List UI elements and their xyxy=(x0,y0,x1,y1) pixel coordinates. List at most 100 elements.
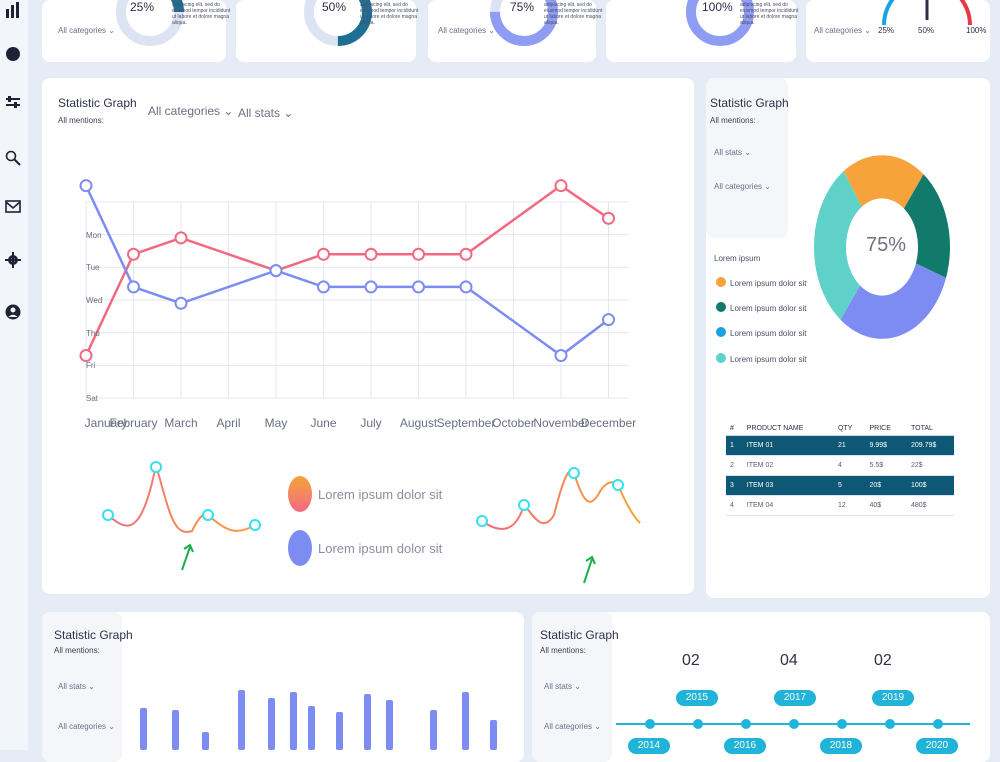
x-tick-label: April xyxy=(216,416,241,430)
y-tick-label: Mon xyxy=(86,230,102,240)
categories-dropdown[interactable]: All categories ⌄ xyxy=(58,722,115,731)
table-row[interactable]: 2 ITEM 02 4 5.5$ 22$ xyxy=(726,455,954,476)
timeline-year-chip[interactable]: 2015 xyxy=(676,690,718,706)
bar-chart xyxy=(140,690,497,750)
timeline-dots xyxy=(645,719,943,729)
table-cell: ITEM 02 xyxy=(742,455,834,476)
legend-dot xyxy=(716,277,726,287)
table-header: PRICE xyxy=(865,422,907,436)
table-row[interactable]: 3 ITEM 03 5 20$ 100$ xyxy=(726,475,954,496)
series-point xyxy=(602,313,615,327)
series-point xyxy=(554,349,568,363)
card-description: adipiscing elit, sed do eiusmod tempor i… xyxy=(544,2,603,26)
sidebar xyxy=(0,0,28,750)
wave-point xyxy=(568,467,580,479)
y-tick-label: Fri xyxy=(86,361,96,371)
main-graph-title: Statistic Graph xyxy=(58,96,137,110)
wave-point xyxy=(102,509,114,521)
series-point xyxy=(127,280,140,294)
card-description: adipiscing elit, sed do eiusmod tempor i… xyxy=(360,2,419,26)
table-header: # xyxy=(726,422,743,436)
x-tick-label: February xyxy=(109,416,158,430)
globe-icon[interactable] xyxy=(4,46,22,64)
table-cell: 5 xyxy=(833,475,866,496)
bar xyxy=(268,698,275,750)
wave-point xyxy=(150,461,162,473)
bottom-right-card: Statistic Graph All mentions: All stats … xyxy=(532,612,990,762)
progress-ring xyxy=(686,0,754,46)
user-icon[interactable] xyxy=(4,304,22,322)
categories-dropdown[interactable]: All categories ⌄ xyxy=(814,26,871,35)
gear-icon[interactable] xyxy=(4,252,22,270)
table-cell: 9.99$ xyxy=(865,435,907,456)
table-row[interactable]: 1 ITEM 01 21 9.99$ 209.79$ xyxy=(726,435,954,456)
table-row[interactable]: 4 ITEM 04 12 40$ 480$ xyxy=(726,495,954,516)
legend-label: Lorem ipsum dolor sit xyxy=(730,329,807,338)
series-point xyxy=(79,349,93,363)
donut-chart xyxy=(814,155,950,339)
legend-label: Lorem ipsum dolor sit xyxy=(318,487,443,502)
legend-dot xyxy=(716,302,726,312)
legend-dot xyxy=(716,327,726,337)
series-point xyxy=(554,179,568,193)
progress-percent: 25% xyxy=(130,0,155,14)
bar-chart-icon[interactable] xyxy=(4,2,22,20)
table-cell: ITEM 01 xyxy=(742,435,834,456)
categories-dropdown[interactable]: All categories ⌄ xyxy=(714,182,771,191)
table-cell: 4 xyxy=(833,455,866,476)
top-card-4: 100% adipiscing elit, sed do eiusmod tem… xyxy=(606,0,798,62)
legend-title: Lorem ipsum xyxy=(714,254,761,263)
x-tick-label: March xyxy=(164,416,198,430)
wave-point xyxy=(518,499,530,511)
bar xyxy=(202,732,209,750)
categories-dropdown[interactable]: All categories ⌄ xyxy=(148,104,234,118)
donut-slice xyxy=(814,171,862,320)
timeline-number: 02 xyxy=(874,652,892,669)
series-point xyxy=(79,179,93,193)
bottom-left-card: Statistic Graph All mentions: All stats … xyxy=(42,612,524,762)
donut-slice xyxy=(843,155,924,209)
stats-dropdown[interactable]: All stats ⌄ xyxy=(238,106,294,120)
search-icon[interactable] xyxy=(4,150,22,168)
categories-dropdown[interactable]: All categories ⌄ xyxy=(544,722,601,731)
table-cell: 40$ xyxy=(865,495,907,516)
series-point xyxy=(412,247,425,261)
legend-dot xyxy=(716,353,726,363)
sliders-icon[interactable] xyxy=(4,94,22,112)
stats-dropdown[interactable]: All stats ⌄ xyxy=(544,682,581,691)
timeline-year-chip[interactable]: 2017 xyxy=(774,690,816,706)
progress-ring xyxy=(116,0,184,46)
product-table: # PRODUCT NAME QTY PRICE TOTAL 1 ITEM 01… xyxy=(726,422,954,516)
table-cell: 2 xyxy=(726,455,743,476)
progress-percent: 75% xyxy=(510,0,535,14)
arrow-up xyxy=(181,546,191,571)
y-tick-label: Tue xyxy=(86,263,100,273)
wave-point xyxy=(249,519,261,531)
progress-percent: 100% xyxy=(702,0,733,14)
mail-icon[interactable] xyxy=(4,198,22,216)
gauge xyxy=(882,0,972,26)
wave-point xyxy=(202,509,214,521)
top-card-5: All categories ⌄ 25% 50% 100% xyxy=(806,0,990,62)
timeline-year-chip[interactable]: 2019 xyxy=(872,690,914,706)
series-line-0 xyxy=(84,184,610,357)
legend-label: Lorem ipsum dolor sit xyxy=(730,279,807,288)
x-tick-label: July xyxy=(360,416,382,430)
categories-dropdown[interactable]: All categories ⌄ xyxy=(438,26,495,35)
bar xyxy=(336,712,343,750)
bar xyxy=(308,706,315,750)
right-panel: Statistic Graph All mentions: All stats … xyxy=(706,78,990,598)
stats-dropdown[interactable]: All stats ⌄ xyxy=(58,682,95,691)
right-panel-title: Statistic Graph xyxy=(710,96,789,110)
table-header: PRODUCT NAME xyxy=(742,422,834,436)
table-cell: ITEM 03 xyxy=(742,475,834,496)
stats-dropdown[interactable]: All stats ⌄ xyxy=(714,148,751,157)
y-tick-label: Wed xyxy=(86,296,103,305)
bar xyxy=(490,720,497,750)
legend-swatch-blue xyxy=(288,530,312,566)
table-header: QTY xyxy=(833,422,866,436)
series-point xyxy=(174,231,188,245)
top-card-1: All categories ⌄ 25% adipiscing elit, se… xyxy=(42,0,230,62)
categories-dropdown[interactable]: All categories ⌄ xyxy=(58,26,115,35)
series-point xyxy=(269,264,283,278)
